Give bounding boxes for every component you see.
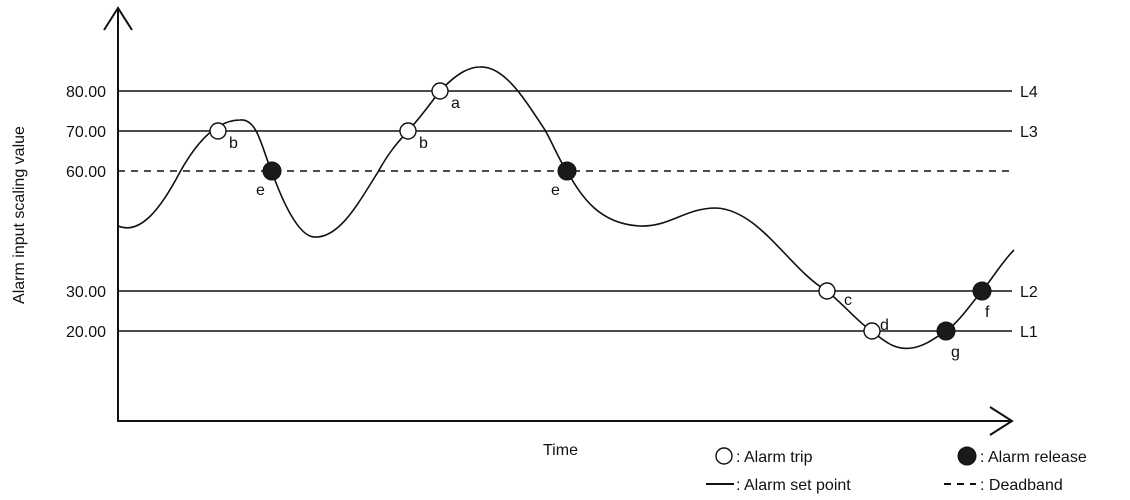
- legend-trip-marker: [715, 447, 733, 465]
- signal-curve: [117, 66, 1015, 350]
- trip-point-b-2: [399, 122, 417, 140]
- point-label-e-1: e: [256, 182, 265, 199]
- level-label-l4: L4: [1020, 84, 1038, 101]
- legend-release-marker: [957, 446, 977, 466]
- point-label-b-1: b: [229, 135, 238, 152]
- level-label-l2: L2: [1020, 284, 1038, 301]
- y-axis-arrow: [103, 6, 133, 31]
- level-label-l3: L3: [1020, 124, 1038, 141]
- legend-trip-label: : Alarm trip: [736, 449, 813, 466]
- release-point-e-2: [557, 161, 577, 181]
- release-point-g: [936, 321, 956, 341]
- release-point-f: [972, 281, 992, 301]
- trip-point-c: [818, 282, 836, 300]
- point-label-c: c: [844, 292, 852, 309]
- point-label-a: a: [451, 95, 460, 112]
- level-label-l1: L1: [1020, 324, 1038, 341]
- legend-deadband-label: : Deadband: [980, 477, 1063, 494]
- trip-point-b-1: [209, 122, 227, 140]
- y-axis-label: Alarm input scaling value: [11, 126, 28, 304]
- legend-setpoint-label: : Alarm set point: [736, 477, 851, 494]
- x-axis-arrow: [989, 406, 1014, 436]
- point-label-e-2: e: [551, 182, 560, 199]
- point-label-g: g: [951, 344, 960, 361]
- trip-point-a: [431, 82, 449, 100]
- y-tick-30: 30.00: [66, 284, 106, 301]
- y-tick-60: 60.00: [66, 164, 106, 181]
- legend-release-label: : Alarm release: [980, 449, 1087, 466]
- point-label-f: f: [985, 304, 990, 321]
- point-label-b-2: b: [419, 135, 428, 152]
- y-tick-20: 20.00: [66, 324, 106, 341]
- point-label-d: d: [880, 317, 889, 334]
- release-point-e-1: [262, 161, 282, 181]
- trip-point-d: [863, 322, 881, 340]
- x-axis-label: Time: [543, 442, 578, 459]
- y-tick-70: 70.00: [66, 124, 106, 141]
- y-tick-80: 80.00: [66, 84, 106, 101]
